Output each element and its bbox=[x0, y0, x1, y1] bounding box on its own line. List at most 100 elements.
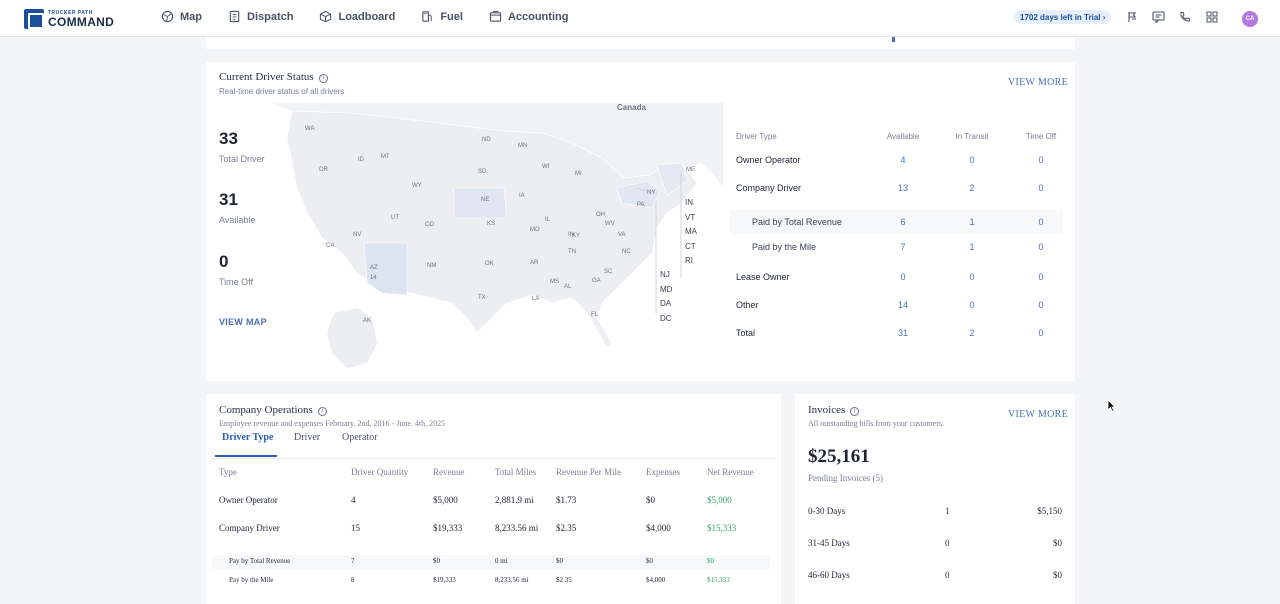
info-icon[interactable]: i bbox=[317, 407, 327, 416]
az-driver-count: 14 bbox=[370, 275, 377, 281]
state-label-sc: SC bbox=[604, 269, 613, 275]
loadboard-icon bbox=[320, 10, 332, 23]
east-state-label: MD bbox=[660, 284, 673, 294]
table-row[interactable]: Lease Owner 0 0 0 bbox=[730, 265, 1063, 289]
apps-grid-icon[interactable] bbox=[1206, 11, 1218, 23]
column-header: In Transit bbox=[955, 132, 989, 141]
revenue: $19,333 bbox=[433, 576, 456, 584]
table-row[interactable]: Company Driver 13 2 0 bbox=[730, 176, 1063, 200]
table-row[interactable]: Pay by the Mile 8 $19,333 8,233.56 mi $2.35 $… bbox=[212, 574, 770, 588]
tab-driver-type[interactable]: Driver Type bbox=[222, 432, 274, 443]
revenue: $5,000 bbox=[433, 495, 458, 505]
time-off-count[interactable]: 0 bbox=[1038, 155, 1044, 165]
avatar[interactable]: CA bbox=[1242, 11, 1258, 27]
view-map-link[interactable]: VIEW MAP bbox=[219, 317, 267, 327]
available-count[interactable]: 31 bbox=[897, 328, 908, 338]
tab-operator[interactable]: Operator bbox=[342, 432, 378, 443]
time-off-count[interactable]: 0 bbox=[1038, 300, 1044, 310]
nav-dispatch[interactable]: Dispatch bbox=[228, 10, 293, 23]
column-header: Type bbox=[219, 467, 237, 477]
total-miles: 8,233.56 mi bbox=[495, 523, 539, 533]
available-count[interactable]: 7 bbox=[900, 242, 906, 252]
state-label-az: AZ bbox=[370, 265, 378, 271]
revenue-per-mile: $1.73 bbox=[556, 495, 577, 505]
tab-driver[interactable]: Driver bbox=[294, 432, 321, 443]
previous-card-remnant bbox=[206, 37, 1075, 49]
in-transit-count[interactable]: 0 bbox=[969, 272, 975, 282]
state-label-va: VA bbox=[618, 232, 626, 238]
driver-type-table-header: Driver Type Available In Transit Time Off bbox=[730, 125, 1063, 149]
available-count[interactable]: 6 bbox=[900, 217, 906, 227]
time-off-count[interactable]: 0 bbox=[1038, 217, 1044, 227]
table-row[interactable]: 0-30 Days 1 $5,150 bbox=[808, 506, 1062, 520]
chat-icon[interactable] bbox=[1152, 11, 1165, 23]
driver-location-map[interactable]: WA MT ND MN OR ID WY SD WI MI NE IA NV UT CO KS IL IN OH PA… bbox=[272, 103, 723, 373]
phone-icon[interactable] bbox=[1179, 11, 1191, 23]
mouse-cursor-icon bbox=[1107, 399, 1116, 412]
available-count[interactable]: 14 bbox=[897, 300, 908, 310]
available-count[interactable]: 0 bbox=[900, 272, 906, 282]
table-row[interactable]: Company Driver 15 $19,333 8,233.56 mi $2.35 $… bbox=[212, 523, 770, 537]
east-state-label: NJ bbox=[660, 270, 670, 279]
table-row[interactable]: Total 31 2 0 bbox=[730, 321, 1063, 345]
invoices-view-more-link[interactable]: VIEW MORE bbox=[1008, 409, 1069, 420]
time-off-count[interactable]: 0 bbox=[1038, 183, 1044, 193]
brand-logo[interactable]: TRUCKER PATH COMMAND bbox=[24, 9, 114, 29]
brand-line-1: TRUCKER PATH bbox=[48, 9, 93, 16]
info-icon[interactable]: i bbox=[850, 407, 860, 416]
driver-quantity: 15 bbox=[351, 523, 360, 533]
table-row[interactable]: Other 14 0 0 bbox=[730, 293, 1063, 317]
table-row[interactable]: Owner Operator 4 $5,000 2,881.9 mi $1.73 $0 $5… bbox=[212, 495, 770, 509]
driver-type-name: Owner Operator bbox=[736, 155, 801, 165]
driver-status-view-more-link[interactable]: VIEW MORE bbox=[1008, 77, 1069, 88]
aging-range: 31-45 Days bbox=[808, 538, 850, 548]
nav-map[interactable]: Map bbox=[161, 10, 202, 23]
in-transit-count[interactable]: 2 bbox=[969, 328, 975, 338]
table-row[interactable]: Paid by Total Revenue 6 1 0 bbox=[730, 210, 1063, 234]
column-header: Time Off bbox=[1025, 132, 1057, 141]
state-label-ca: CA bbox=[326, 243, 334, 249]
nav-accounting[interactable]: Accounting bbox=[489, 10, 568, 23]
table-row[interactable]: Owner Operator 4 0 0 bbox=[730, 148, 1063, 172]
invoice-count: 0 bbox=[945, 570, 950, 580]
in-transit-count[interactable]: 1 bbox=[969, 217, 975, 227]
route-icon[interactable] bbox=[1126, 11, 1138, 23]
nav-loadboard[interactable]: Loadboard bbox=[319, 10, 395, 23]
table-row[interactable]: Paid by the Mile 7 1 0 bbox=[730, 235, 1063, 259]
available-count[interactable]: 4 bbox=[900, 155, 906, 165]
invoices-title: Invoices i bbox=[808, 404, 860, 416]
available-count[interactable]: 13 bbox=[897, 183, 908, 193]
state-label-me: ME bbox=[686, 167, 695, 173]
net-revenue: $0 bbox=[707, 557, 714, 565]
time-off-count[interactable]: 0 bbox=[1038, 242, 1044, 252]
east-state-label: RI bbox=[685, 256, 693, 265]
in-transit-count[interactable]: 0 bbox=[969, 300, 975, 310]
driver-type-name: Company Driver bbox=[736, 183, 802, 193]
column-header: Revenue bbox=[433, 467, 465, 477]
table-row[interactable]: Pay by Total Revenue 7 $0 0 mi $0 $0 $0 bbox=[212, 555, 770, 569]
state-label-ak: AK bbox=[363, 318, 371, 324]
in-transit-count[interactable]: 2 bbox=[969, 183, 975, 193]
time-off-count[interactable]: 0 bbox=[1038, 328, 1044, 338]
state-label-ny: NY bbox=[647, 190, 655, 196]
time-off-count[interactable]: 0 bbox=[1038, 272, 1044, 282]
column-header: Driver Quantity bbox=[351, 467, 409, 477]
in-transit-count[interactable]: 1 bbox=[969, 242, 975, 252]
available-label: Available bbox=[219, 215, 256, 225]
info-icon[interactable]: i bbox=[318, 74, 328, 83]
in-transit-count[interactable]: 0 bbox=[969, 155, 975, 165]
aging-range: 0-30 Days bbox=[808, 506, 846, 516]
operations-table-header: Type Driver Quantity Revenue Total Miles Rev… bbox=[212, 467, 770, 481]
time-off-value: 0 bbox=[219, 252, 229, 271]
state-label-ia: IA bbox=[519, 193, 525, 199]
trial-badge[interactable]: 1702 days left in Trial › bbox=[1014, 10, 1112, 24]
nav-fuel[interactable]: Fuel bbox=[421, 10, 463, 23]
driver-type-name: Lease Owner bbox=[736, 272, 790, 282]
table-row[interactable]: 46-60 Days 0 $0 bbox=[808, 570, 1062, 584]
column-header: Total Miles bbox=[495, 467, 537, 477]
fuel-icon bbox=[422, 11, 433, 22]
table-row[interactable]: 31-45 Days 0 $0 bbox=[808, 538, 1062, 552]
invoice-amount: $5,150 bbox=[1037, 506, 1062, 516]
type-name: Owner Operator bbox=[219, 495, 278, 505]
pending-invoices-label[interactable]: Pending Invoices (5) bbox=[808, 473, 883, 483]
